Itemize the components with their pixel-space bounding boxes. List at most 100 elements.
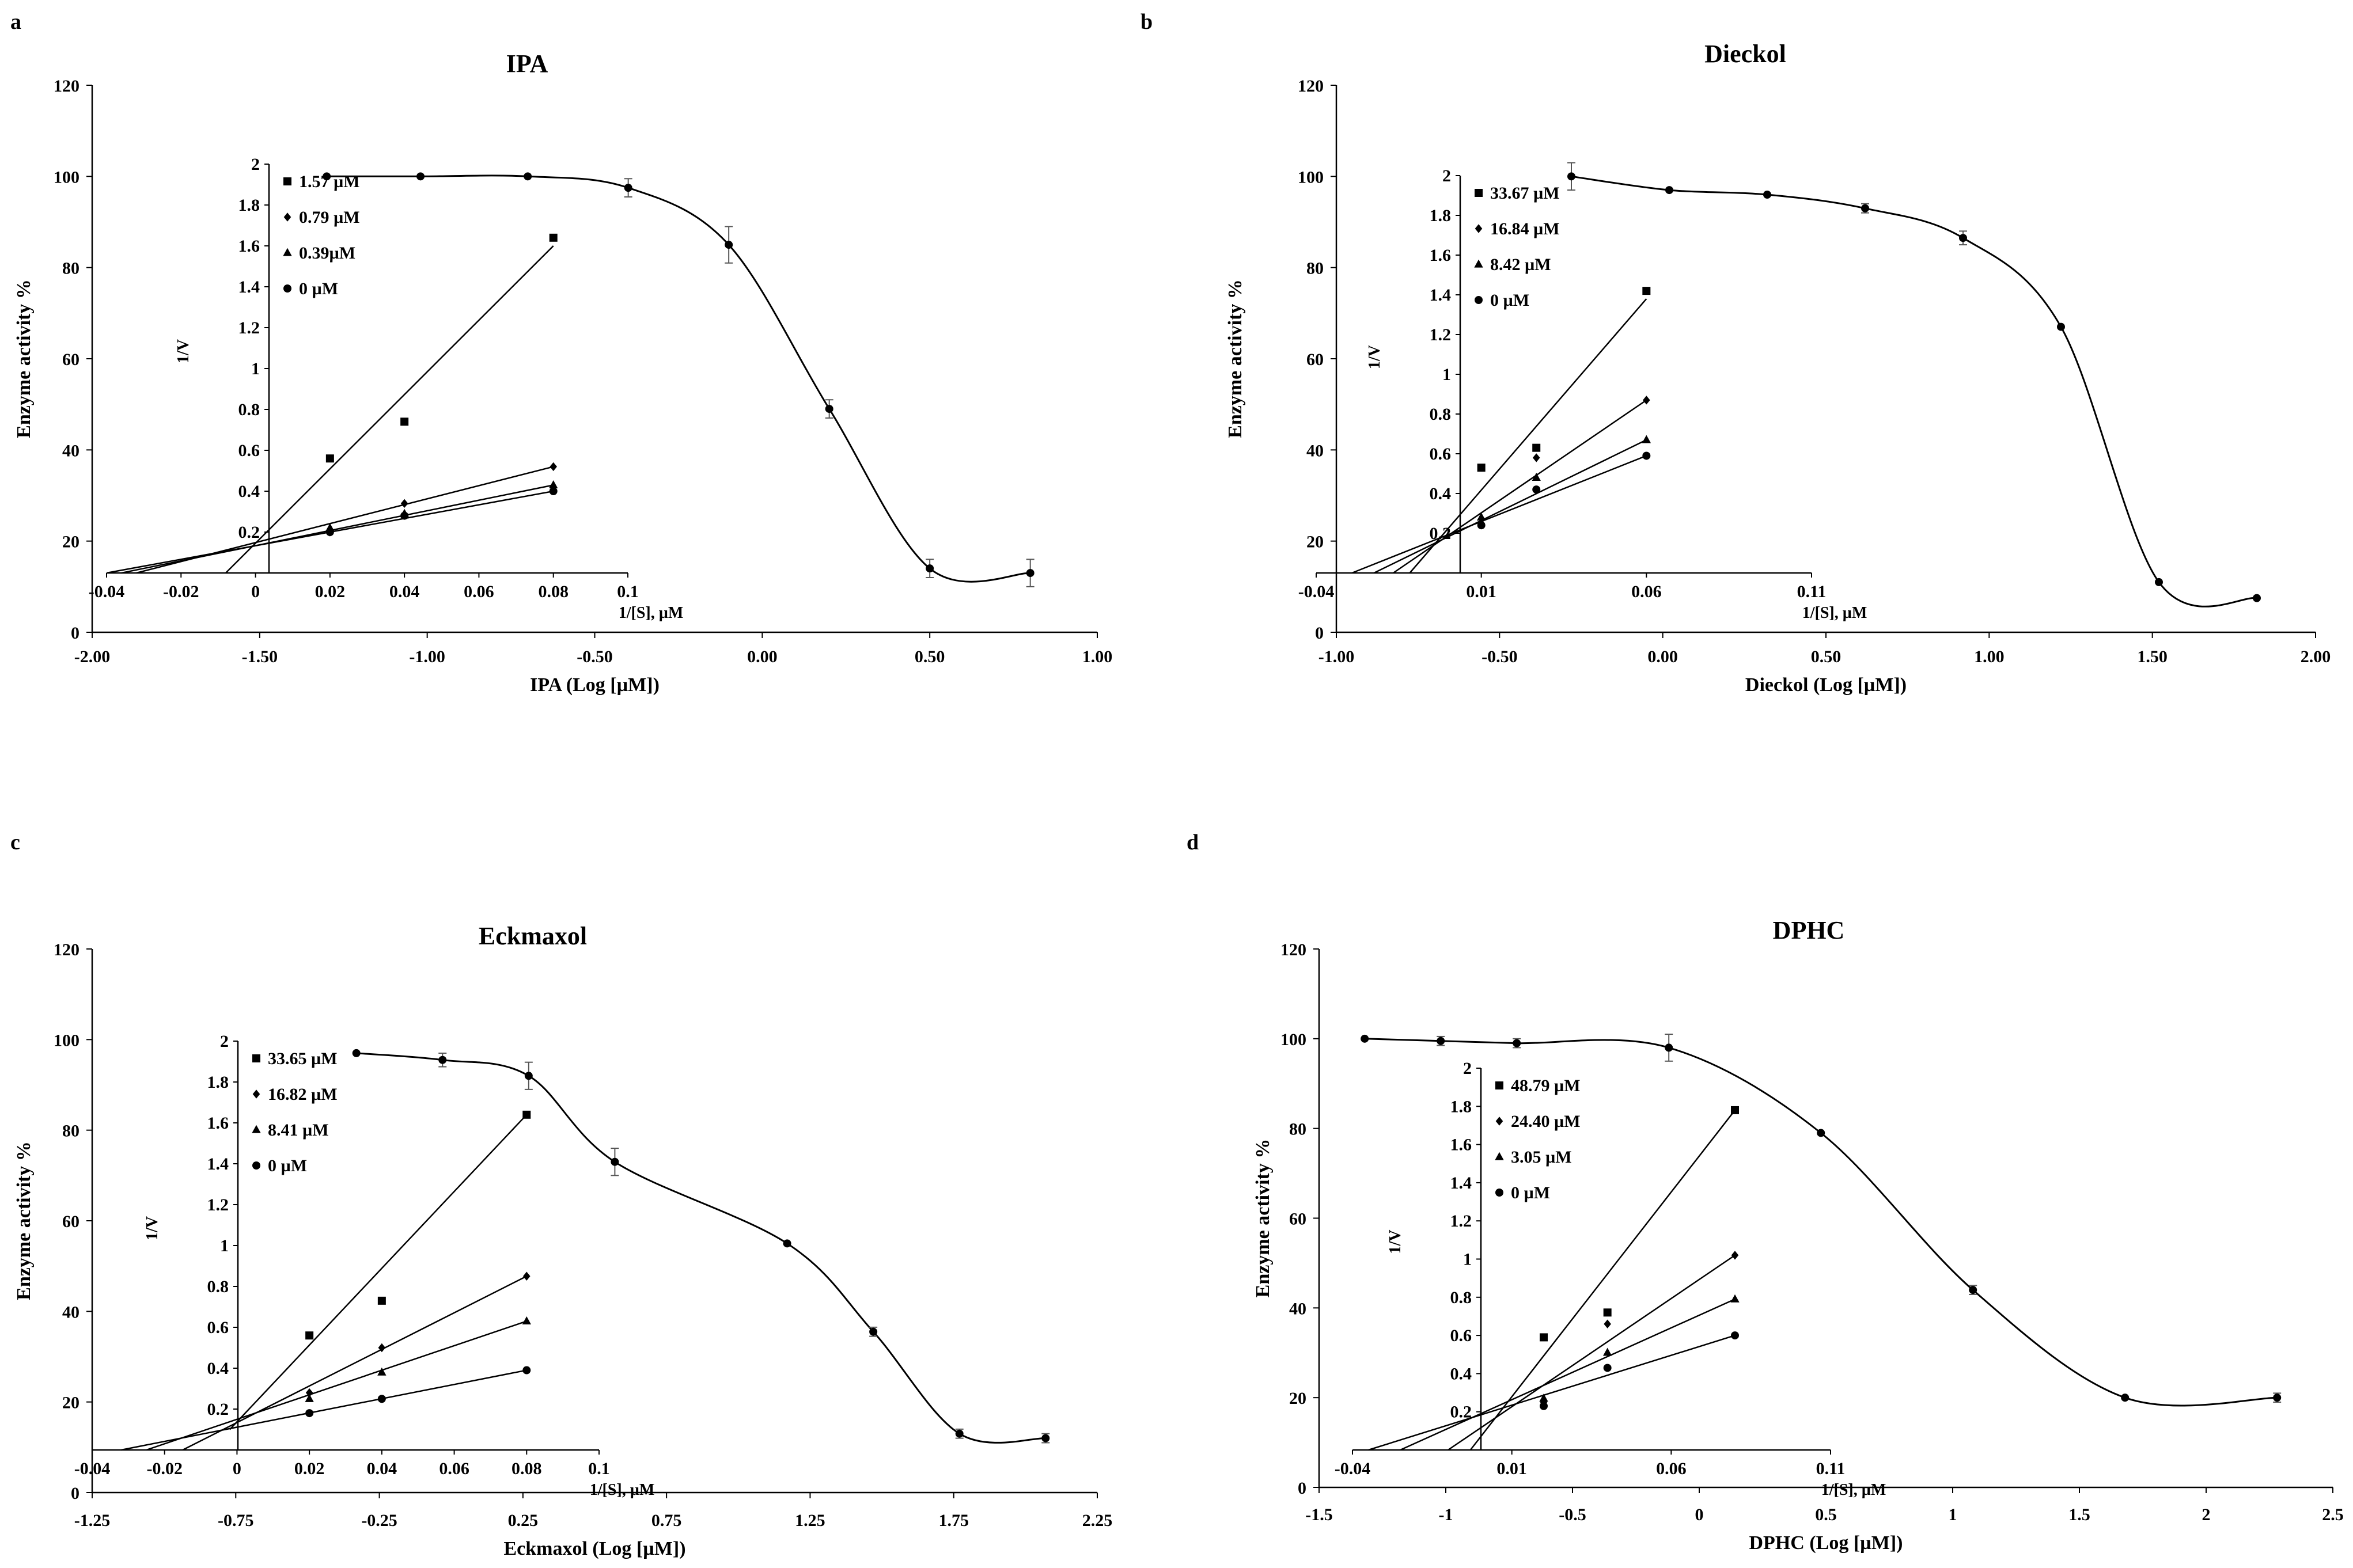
- inset-y-tick-label: 0.8: [1450, 1288, 1472, 1307]
- inset-y-tick-label: 2: [1442, 166, 1451, 185]
- y-tick-label: 80: [1306, 259, 1324, 278]
- inset-y-tick-label: 1.4: [1450, 1174, 1472, 1193]
- inset-x-tick-label: 0.04: [367, 1459, 397, 1478]
- inset-data-point: [1731, 1106, 1739, 1114]
- legend-marker: [1475, 296, 1483, 304]
- inset-data-point: [1730, 1294, 1740, 1303]
- inset-data-point: [400, 417, 409, 426]
- inset-data-point: [1731, 1251, 1739, 1260]
- inset-y-tick-label: 0.6: [1450, 1326, 1472, 1345]
- inset-y-tick-label: 1: [1463, 1250, 1472, 1269]
- legend-label: 0.39µM: [299, 244, 355, 263]
- inset-y-tick-label: 2: [220, 1032, 229, 1051]
- y-tick-label: 0: [1298, 1479, 1306, 1498]
- x-tick-label: -0.25: [361, 1511, 397, 1530]
- inset-regression-line: [1448, 1254, 1736, 1451]
- inset-data-point: [522, 1316, 531, 1324]
- y-tick-label: 100: [54, 1031, 79, 1050]
- inset-x-tick-label: 0: [233, 1459, 241, 1478]
- inset-x-tick-label: 0.11: [1797, 582, 1827, 601]
- inset-plot: 0.2 0.4 0.6 0.8 1 1.2 1.4 1.6 1.8 2 -0.04 -0.02 0 0.0…: [89, 155, 684, 622]
- inset-y-tick-label: 1.6: [238, 237, 260, 256]
- data-point: [955, 1429, 964, 1438]
- inset-y-tick-label: 2: [251, 155, 260, 174]
- inset-data-point: [1731, 1331, 1739, 1340]
- inset-y-tick-label: 0.6: [238, 441, 260, 460]
- inset-data-point: [1539, 1394, 1548, 1402]
- inset-data-point: [305, 1409, 314, 1418]
- legend-label: 0 µM: [299, 279, 338, 298]
- y-tick-label: 40: [1289, 1299, 1306, 1318]
- inset-y-axis-title: 1/V: [175, 339, 192, 363]
- inset-data-point: [1532, 473, 1541, 481]
- inset-x-tick-label: 0.01: [1466, 582, 1496, 601]
- y-tick-label: 20: [62, 533, 79, 552]
- x-tick-label: -0.50: [1481, 647, 1518, 666]
- y-axis-title: Enzyme activity %: [13, 279, 35, 438]
- inset-y-tick-label: 0.2: [238, 523, 260, 542]
- data-point: [926, 564, 934, 573]
- legend-label: 48.79 µM: [1511, 1076, 1581, 1095]
- y-tick-label: 60: [62, 1212, 79, 1231]
- dose-response-curve: [1571, 175, 2257, 608]
- inset-y-tick-label: 1.8: [207, 1073, 229, 1092]
- inset-y-tick-label: 1.4: [207, 1155, 229, 1174]
- inset-x-tick-label: 0: [251, 582, 260, 601]
- x-tick-label: 0.50: [915, 647, 945, 666]
- y-tick-label: 20: [62, 1394, 79, 1413]
- data-point: [624, 184, 632, 192]
- x-tick-label: 2.5: [2322, 1505, 2344, 1524]
- x-axis-title: IPA (Log [µM]): [530, 674, 660, 696]
- inset-y-tick-label: 0.4: [207, 1359, 229, 1378]
- inset-x-axis-title: 1/[S], µM: [590, 1481, 655, 1499]
- inset-y-tick-label: 1.6: [207, 1114, 229, 1133]
- data-point: [1763, 191, 1771, 199]
- inset-y-tick-label: 1.2: [207, 1195, 229, 1214]
- inset-y-tick-label: 1.6: [1450, 1136, 1472, 1155]
- y-tick-label: 60: [62, 350, 79, 369]
- inset-x-tick-label: 0.06: [464, 582, 494, 601]
- x-tick-label: -1.00: [409, 647, 445, 666]
- inset-series: 0.39µM: [121, 244, 558, 574]
- inset-data-point: [522, 1366, 531, 1375]
- legend-label: 16.84 µM: [1490, 219, 1560, 238]
- inset-x-tick-label: 0.1: [588, 1459, 610, 1478]
- inset-series: 16.84 µM: [1393, 219, 1650, 574]
- data-point: [2253, 594, 2261, 602]
- inset-data-point: [325, 454, 334, 463]
- inset-y-tick-label: 1.8: [1450, 1097, 1472, 1116]
- inset-series: 0.79 µM: [136, 208, 558, 574]
- x-tick-label: 0.00: [1647, 647, 1678, 666]
- inset-y-tick-label: 1.4: [1430, 286, 1452, 305]
- x-tick-label: 1.5: [2068, 1505, 2090, 1524]
- x-axis-title: Dieckol (Log [µM]): [1745, 674, 1907, 696]
- inset-data-point: [1642, 287, 1651, 295]
- inset-data-point: [522, 1271, 531, 1281]
- y-tick-label: 0: [71, 624, 79, 643]
- inset-data-point: [377, 1395, 386, 1403]
- legend-label: 24.40 µM: [1511, 1112, 1581, 1131]
- inset-y-tick-label: 1.8: [238, 196, 260, 215]
- data-point: [1861, 204, 1869, 212]
- legend-label: 16.82 µM: [268, 1085, 338, 1104]
- x-tick-label: -0.5: [1559, 1505, 1586, 1524]
- data-point: [611, 1157, 619, 1166]
- inset-y-tick-label: 1.4: [238, 278, 260, 297]
- legend-marker: [1475, 189, 1483, 197]
- inset-series: 0 µM: [1368, 1183, 1739, 1451]
- x-tick-label: -1.25: [74, 1511, 111, 1530]
- inset-y-tick-label: 1.2: [1450, 1212, 1472, 1231]
- y-tick-label: 100: [1280, 1030, 1306, 1049]
- x-tick-label: 1: [1949, 1505, 1957, 1524]
- inset-data-point: [549, 480, 558, 488]
- inset-regression-line: [1373, 439, 1647, 574]
- legend-label: 0 µM: [1490, 291, 1529, 310]
- panel-b: b Dieckol 0 20 40 60 80 100 120 -1.00 -0.50 0.00 0.5…: [1140, 10, 2331, 696]
- inset-data-point: [549, 233, 558, 242]
- x-tick-label: 0.50: [1811, 647, 1842, 666]
- inset-regression-line: [1400, 1298, 1736, 1451]
- inset-y-axis-title: 1/V: [143, 1216, 161, 1240]
- data-point: [869, 1327, 878, 1336]
- inset-data-point: [1602, 1347, 1612, 1356]
